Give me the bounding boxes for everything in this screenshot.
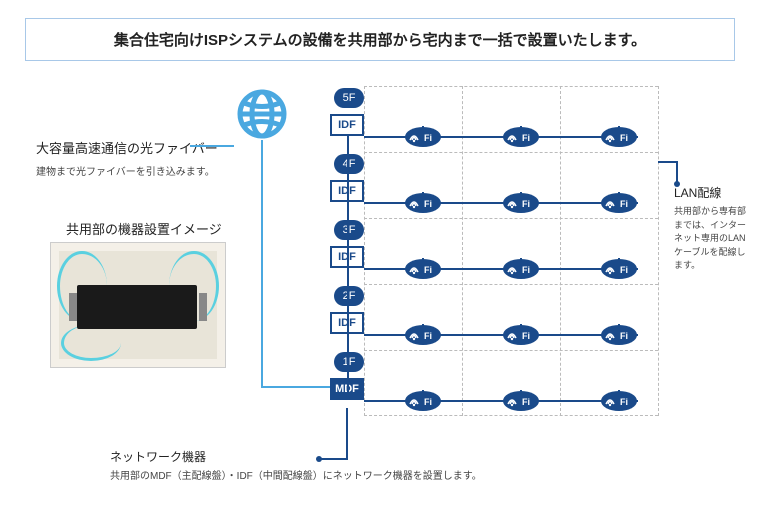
svg-text:Fi: Fi [424, 331, 432, 341]
page-title: 集合住宅向けISPシステムの設備を共用部から宅内まで一括で設置いたします。 [114, 32, 646, 49]
floor-badge: 3F [334, 220, 364, 240]
wifi-drop [520, 192, 522, 202]
building-grid: 5FIDFFiFiFi4FIDFFiFiFi3FIDFFiFiFi2FIDFFi… [364, 86, 658, 416]
svg-text:Fi: Fi [424, 397, 432, 407]
svg-text:Fi: Fi [620, 133, 628, 143]
wifi-drop [422, 126, 424, 136]
svg-text:Fi: Fi [620, 331, 628, 341]
svg-text:Fi: Fi [424, 133, 432, 143]
wifi-drop [520, 126, 522, 136]
svg-text:Fi: Fi [620, 265, 628, 275]
wifi-drop [422, 192, 424, 202]
lan-heading: LAN配線 [674, 184, 754, 201]
fiber-heading: 大容量高速通信の光ファイバー [36, 138, 218, 157]
network-heading: ネットワーク機器 [110, 448, 482, 465]
svg-text:Fi: Fi [522, 199, 530, 209]
fiber-label: 大容量高速通信の光ファイバー 建物まで光ファイバーを引き込みます。 [36, 138, 218, 178]
equipment-image [50, 242, 226, 368]
svg-text:Fi: Fi [620, 397, 628, 407]
fiber-connector-line [190, 145, 234, 147]
network-sub: 共用部のMDF（主配線盤）・IDF（中間配線盤）にネットワーク機器を設置します。 [110, 469, 482, 484]
svg-text:Fi: Fi [620, 199, 628, 209]
svg-text:Fi: Fi [424, 199, 432, 209]
svg-text:Fi: Fi [522, 331, 530, 341]
lan-label: LAN配線 共用部から専有部までは、インターネット専用のLANケーブルを配線しま… [674, 184, 754, 273]
fiber-trunk-v1 [261, 140, 263, 386]
wifi-drop [618, 192, 620, 202]
fiber-sub: 建物まで光ファイバーを引き込みます。 [36, 163, 218, 178]
floor-badge: 1F [334, 352, 364, 372]
equipment-title: 共用部の機器設置イメージ [66, 219, 222, 238]
wifi-drop [520, 390, 522, 400]
wifi-drop [422, 324, 424, 334]
wifi-drop [618, 258, 620, 268]
floor-badge: 4F [334, 154, 364, 174]
floor-badge: 2F [334, 286, 364, 306]
wifi-drop [422, 390, 424, 400]
lan-sub: 共用部から専有部までは、インターネット専用のLANケーブルを配線します。 [674, 205, 754, 273]
wifi-drop [520, 258, 522, 268]
svg-text:Fi: Fi [522, 133, 530, 143]
wifi-drop [618, 126, 620, 136]
floor-badge: 5F [334, 88, 364, 108]
lan-hook-v [676, 161, 678, 183]
idf-riser [347, 136, 349, 400]
svg-text:Fi: Fi [424, 265, 432, 275]
wifi-drop [618, 390, 620, 400]
wifi-drop [520, 324, 522, 334]
wifi-drop [422, 258, 424, 268]
fiber-trunk-h1 [261, 386, 331, 388]
globe-icon [236, 88, 288, 145]
svg-text:Fi: Fi [522, 397, 530, 407]
title-box: 集合住宅向けISPシステムの設備を共用部から宅内まで一括で設置いたします。 [25, 18, 735, 61]
svg-text:Fi: Fi [522, 265, 530, 275]
wifi-drop [618, 324, 620, 334]
network-label: ネットワーク機器 共用部のMDF（主配線盤）・IDF（中間配線盤）にネットワーク… [110, 448, 482, 484]
idf-box: IDF [330, 114, 364, 136]
grid-vline [658, 86, 659, 416]
lan-hook-h [658, 161, 676, 163]
